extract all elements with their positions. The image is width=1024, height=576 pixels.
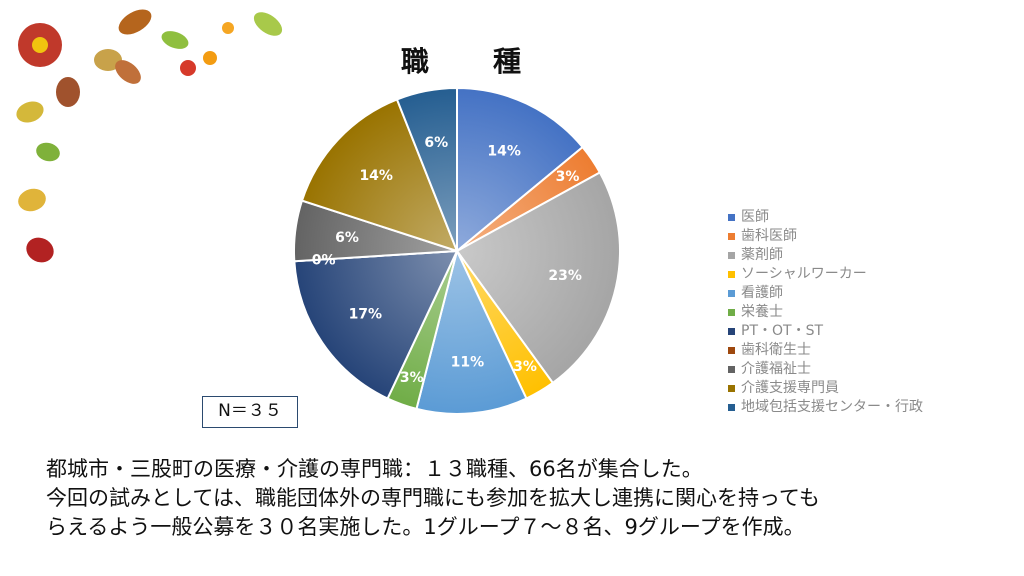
- legend-item: 歯科衛生士: [728, 341, 923, 360]
- legend-item: 歯科医師: [728, 227, 923, 246]
- slice-data-label: 6%: [424, 135, 448, 151]
- legend-label: 地域包括支援センター・行政: [741, 399, 923, 415]
- slice-data-label: 3%: [400, 370, 424, 386]
- legend-label: 栄養士: [741, 304, 783, 320]
- legend-item: 地域包括支援センター・行政: [728, 398, 923, 417]
- legend-item: 栄養士: [728, 303, 923, 322]
- caption-line: 今回の試みとしては、職能団体外の専門職にも参加を拡大し連携に関心を持っても: [46, 486, 820, 510]
- slice-data-label: 3%: [556, 169, 580, 185]
- yellow-leaf-icon: [18, 188, 46, 212]
- legend-swatch: [728, 214, 735, 221]
- pie-slice: [300, 98, 459, 253]
- slice-data-label: 14%: [359, 168, 393, 184]
- pie-slice: [293, 249, 459, 400]
- berry-icon: [203, 51, 217, 65]
- legend-item: 医師: [728, 208, 923, 227]
- chart-legend: 医師歯科医師薬剤師ソーシャルワーカー 看護師栄養士 PT・OT・ST 歯科衛生士介護福…: [728, 208, 923, 417]
- pie-slice: [415, 248, 528, 415]
- legend-item: 介護福祉士: [728, 360, 923, 379]
- legend-item: PT・OT・ST: [728, 322, 923, 341]
- legend-label: 歯科医師: [741, 228, 797, 244]
- acorn-icon: [56, 77, 80, 107]
- caption-text: 都城市・三股町の医療・介護の専門職：１３職種、66名が集合した。 今回の試みとし…: [46, 455, 1016, 542]
- legend-label: 介護支援専門員: [741, 380, 839, 396]
- chart-title: 職 種: [400, 45, 539, 78]
- legend-item: 薬剤師: [728, 246, 923, 265]
- maple-leaf-icon: [118, 9, 152, 35]
- legend-swatch: [728, 252, 735, 259]
- chestnut-icon: [94, 49, 122, 71]
- berry-icon: [222, 22, 234, 34]
- legend-label: 歯科衛生士: [741, 342, 811, 358]
- pie-slice: [456, 86, 585, 254]
- legend-swatch: [728, 290, 735, 297]
- slice-data-label: 11%: [451, 354, 485, 370]
- legend-label: PT・OT・ST: [741, 323, 824, 339]
- legend-label: 介護福祉士: [741, 361, 811, 377]
- legend-label: 薬剤師: [741, 247, 783, 263]
- slice-data-label: 14%: [487, 144, 521, 160]
- legend-label: 医師: [741, 209, 769, 225]
- yellow-leaf-icon: [16, 101, 44, 123]
- maple-leaf-icon: [115, 60, 141, 84]
- slice-data-label: 23%: [548, 268, 582, 284]
- legend-swatch: [728, 404, 735, 411]
- legend-swatch: [728, 366, 735, 373]
- autumn-leaves-decoration: [16, 9, 283, 263]
- legend-swatch: [728, 347, 735, 354]
- pie-slice: [455, 171, 621, 385]
- green-leaf-icon: [253, 12, 283, 36]
- legend-label: 看護師: [741, 285, 783, 301]
- green-leaf-icon: [161, 31, 189, 49]
- legend-swatch: [728, 328, 735, 335]
- legend-swatch: [728, 271, 735, 278]
- legend-label: ソーシャルワーカー: [741, 266, 867, 282]
- legend-item: 介護支援専門員: [728, 379, 923, 398]
- slice-data-label: 17%: [349, 306, 383, 322]
- legend-item: 看護師: [728, 284, 923, 303]
- slice-data-label: 6%: [335, 230, 359, 246]
- green-leaf-icon: [36, 142, 60, 162]
- caption-line: らえるよう一般公募を３０名実施した。1グループ７～８名、9グループを作成。: [46, 515, 805, 539]
- slice-data-label: 3%: [513, 359, 537, 375]
- sample-size-box: N＝３５: [202, 396, 298, 428]
- legend-swatch: [728, 309, 735, 316]
- pie-slice: [395, 86, 458, 252]
- berry-icon: [180, 60, 196, 76]
- legend-swatch: [728, 385, 735, 392]
- slice-data-label: 0%: [312, 252, 336, 268]
- legend-item: ソーシャルワーカー: [728, 265, 923, 284]
- red-flower-icon: [18, 23, 62, 67]
- caption-line: 都城市・三股町の医療・介護の専門職：１３職種、66名が集合した。: [46, 457, 703, 481]
- legend-swatch: [728, 233, 735, 240]
- red-leaf-icon: [26, 237, 54, 263]
